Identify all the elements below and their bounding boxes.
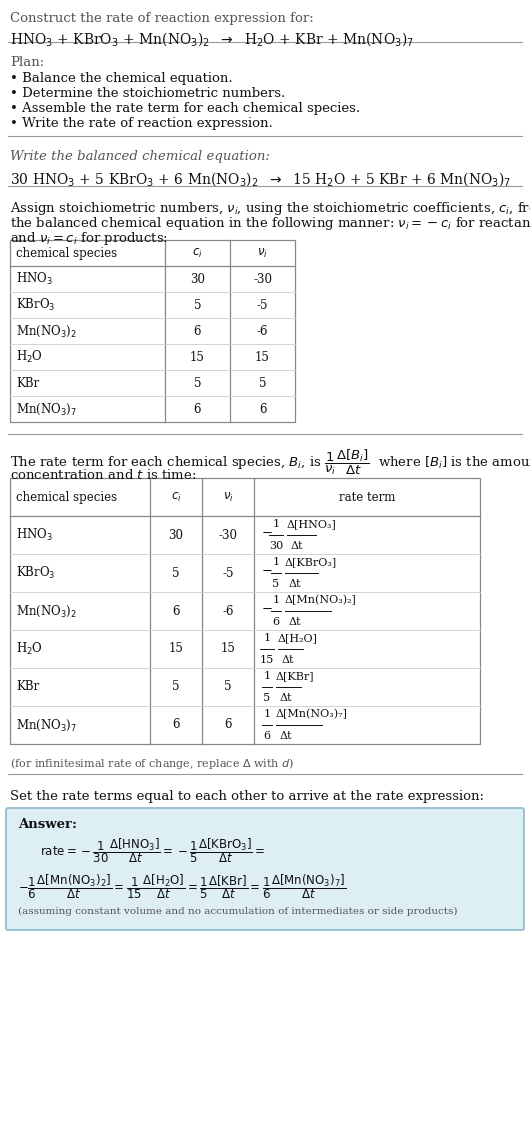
Text: • Write the rate of reaction expression.: • Write the rate of reaction expression.: [10, 117, 273, 130]
Text: • Determine the stoichiometric numbers.: • Determine the stoichiometric numbers.: [10, 86, 285, 100]
Text: Δt: Δt: [291, 541, 304, 551]
Text: KBrO$_3$: KBrO$_3$: [16, 564, 55, 582]
Text: 6: 6: [172, 604, 180, 618]
Text: H$_2$O: H$_2$O: [16, 349, 43, 365]
Text: $\nu_i$: $\nu_i$: [257, 247, 268, 259]
Text: 15: 15: [255, 351, 270, 363]
Text: rate term: rate term: [339, 490, 395, 503]
Text: HNO$_3$: HNO$_3$: [16, 527, 53, 543]
Text: −: −: [262, 527, 273, 539]
Text: Plan:: Plan:: [10, 56, 44, 69]
Text: 30: 30: [190, 272, 205, 286]
Text: • Assemble the rate term for each chemical species.: • Assemble the rate term for each chemic…: [10, 102, 360, 115]
Text: -30: -30: [218, 528, 237, 542]
Text: Mn(NO$_3$)$_2$: Mn(NO$_3$)$_2$: [16, 323, 77, 339]
Text: KBr: KBr: [16, 377, 39, 389]
Text: $-\dfrac{1}{6}\dfrac{\Delta[\mathrm{Mn(NO_3)_2}]}{\Delta t} = \dfrac{1}{15}\dfra: $-\dfrac{1}{6}\dfrac{\Delta[\mathrm{Mn(N…: [18, 872, 347, 901]
Text: 5: 5: [172, 567, 180, 579]
Text: 6: 6: [263, 731, 270, 741]
Text: 6: 6: [259, 403, 266, 415]
Text: -5: -5: [257, 298, 268, 312]
Text: $\nu_i$: $\nu_i$: [223, 490, 233, 503]
Text: Δt: Δt: [289, 579, 302, 589]
Text: 1: 1: [272, 519, 279, 529]
Text: 5: 5: [172, 681, 180, 693]
Text: 5: 5: [194, 377, 201, 389]
Text: 5: 5: [272, 579, 279, 589]
Text: -6: -6: [222, 604, 234, 618]
Text: 6: 6: [272, 617, 279, 627]
Text: the balanced chemical equation in the following manner: $\nu_i = -c_i$ for react: the balanced chemical equation in the fo…: [10, 215, 530, 232]
Text: H$_2$O: H$_2$O: [16, 641, 43, 657]
Text: Δ[Mn(NO₃)₂]: Δ[Mn(NO₃)₂]: [285, 595, 357, 605]
Text: KBr: KBr: [16, 681, 39, 693]
Text: Δ[Mn(NO₃)₇]: Δ[Mn(NO₃)₇]: [276, 709, 348, 719]
Text: Δt: Δt: [280, 731, 293, 741]
Text: 15: 15: [260, 655, 274, 665]
Text: 6: 6: [172, 718, 180, 732]
Text: $c_i$: $c_i$: [171, 490, 181, 503]
Text: Assign stoichiometric numbers, $\nu_i$, using the stoichiometric coefficients, $: Assign stoichiometric numbers, $\nu_i$, …: [10, 200, 530, 217]
Text: -30: -30: [253, 272, 272, 286]
Text: 15: 15: [220, 643, 235, 655]
Text: Δt: Δt: [280, 693, 293, 703]
Text: Δt: Δt: [289, 617, 302, 627]
Text: Write the balanced chemical equation:: Write the balanced chemical equation:: [10, 150, 270, 163]
Text: 5: 5: [263, 693, 270, 703]
Text: -6: -6: [257, 324, 268, 338]
Text: 5: 5: [259, 377, 266, 389]
Text: 30: 30: [169, 528, 183, 542]
Text: 1: 1: [272, 595, 279, 605]
Text: Δ[HNO₃]: Δ[HNO₃]: [287, 519, 337, 529]
Text: $\mathrm{rate} = -\dfrac{1}{30}\dfrac{\Delta[\mathrm{HNO_3}]}{\Delta t} = -\dfra: $\mathrm{rate} = -\dfrac{1}{30}\dfrac{\D…: [40, 836, 266, 865]
Text: • Balance the chemical equation.: • Balance the chemical equation.: [10, 72, 233, 85]
Text: −: −: [262, 564, 273, 577]
Text: (for infinitesimal rate of change, replace $\Delta$ with $d$): (for infinitesimal rate of change, repla…: [10, 756, 294, 772]
Text: 5: 5: [194, 298, 201, 312]
Text: concentration and $t$ is time:: concentration and $t$ is time:: [10, 468, 197, 483]
Text: The rate term for each chemical species, $B_i$, is $\dfrac{1}{\nu_i}\dfrac{\Delt: The rate term for each chemical species,…: [10, 448, 530, 477]
Text: (assuming constant volume and no accumulation of intermediates or side products): (assuming constant volume and no accumul…: [18, 907, 457, 916]
Text: Answer:: Answer:: [18, 818, 77, 831]
Text: 30 HNO$_3$ + 5 KBrO$_3$ + 6 Mn(NO$_3$)$_2$  $\rightarrow$  15 H$_2$O + 5 KBr + 6: 30 HNO$_3$ + 5 KBrO$_3$ + 6 Mn(NO$_3$)$_…: [10, 170, 511, 188]
Text: and $\nu_i = c_i$ for products:: and $\nu_i = c_i$ for products:: [10, 230, 168, 247]
Text: 6: 6: [194, 324, 201, 338]
Text: chemical species: chemical species: [16, 247, 117, 259]
Text: 6: 6: [224, 718, 232, 732]
Bar: [10, 240, 295, 422]
FancyBboxPatch shape: [6, 808, 524, 930]
Text: HNO$_3$ + KBrO$_3$ + Mn(NO$_3$)$_2$  $\rightarrow$  H$_2$O + KBr + Mn(NO$_3$)$_7: HNO$_3$ + KBrO$_3$ + Mn(NO$_3$)$_2$ $\ri…: [10, 30, 414, 48]
Text: $c_i$: $c_i$: [192, 247, 203, 259]
Text: Δ[KBrO₃]: Δ[KBrO₃]: [285, 556, 337, 567]
Bar: [10, 478, 480, 744]
Text: Mn(NO$_3$)$_7$: Mn(NO$_3$)$_7$: [16, 402, 77, 417]
Text: Mn(NO$_3$)$_2$: Mn(NO$_3$)$_2$: [16, 603, 77, 619]
Text: Δ[H₂O]: Δ[H₂O]: [278, 633, 318, 643]
Text: Δt: Δt: [282, 655, 295, 665]
Text: 1: 1: [263, 709, 270, 719]
Text: −: −: [262, 602, 273, 616]
Text: Set the rate terms equal to each other to arrive at the rate expression:: Set the rate terms equal to each other t…: [10, 790, 484, 803]
Text: 1: 1: [263, 671, 270, 681]
Text: 15: 15: [190, 351, 205, 363]
Text: Mn(NO$_3$)$_7$: Mn(NO$_3$)$_7$: [16, 717, 77, 733]
Text: chemical species: chemical species: [16, 490, 117, 503]
Text: 1: 1: [272, 556, 279, 567]
Text: KBrO$_3$: KBrO$_3$: [16, 297, 55, 313]
Text: 15: 15: [169, 643, 183, 655]
Text: 6: 6: [194, 403, 201, 415]
Text: Δ[KBr]: Δ[KBr]: [276, 671, 315, 681]
Text: Construct the rate of reaction expression for:: Construct the rate of reaction expressio…: [10, 13, 314, 25]
Text: 5: 5: [224, 681, 232, 693]
Text: -5: -5: [222, 567, 234, 579]
Text: 1: 1: [263, 633, 270, 643]
Text: 30: 30: [269, 541, 283, 551]
Text: HNO$_3$: HNO$_3$: [16, 271, 53, 287]
